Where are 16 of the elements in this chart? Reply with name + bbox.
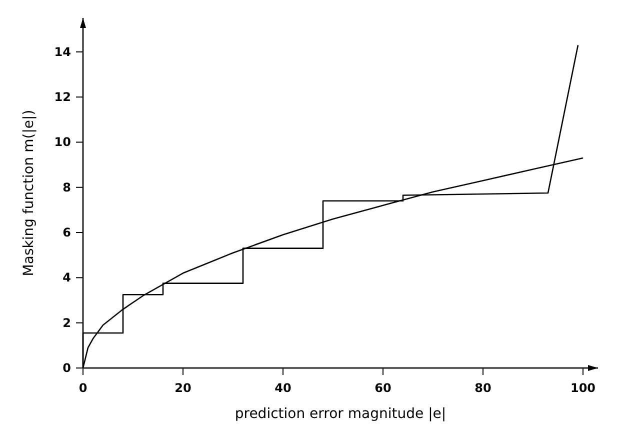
y-tick-label: 14 bbox=[54, 44, 71, 59]
x-tick-label: 100 bbox=[570, 381, 596, 395]
y-tick-label: 2 bbox=[62, 316, 71, 330]
y-axis-title: Masking function m(|e|) bbox=[21, 110, 37, 276]
y-tick-label: 4 bbox=[62, 270, 71, 285]
x-axis-title: prediction error magnitude |e| bbox=[234, 406, 446, 422]
y-tick-label: 0 bbox=[62, 361, 71, 375]
x-tick-label: 0 bbox=[78, 381, 88, 395]
x-tick-label: 20 bbox=[174, 381, 192, 395]
y-tick-label: 12 bbox=[54, 90, 71, 104]
x-tick-label: 40 bbox=[274, 381, 292, 395]
x-tick-label: 80 bbox=[474, 381, 492, 395]
y-tick-label: 6 bbox=[62, 226, 71, 240]
y-tick-label: 10 bbox=[54, 135, 71, 150]
x-tick-label: 60 bbox=[374, 381, 392, 395]
y-tick-label: 8 bbox=[62, 180, 71, 194]
